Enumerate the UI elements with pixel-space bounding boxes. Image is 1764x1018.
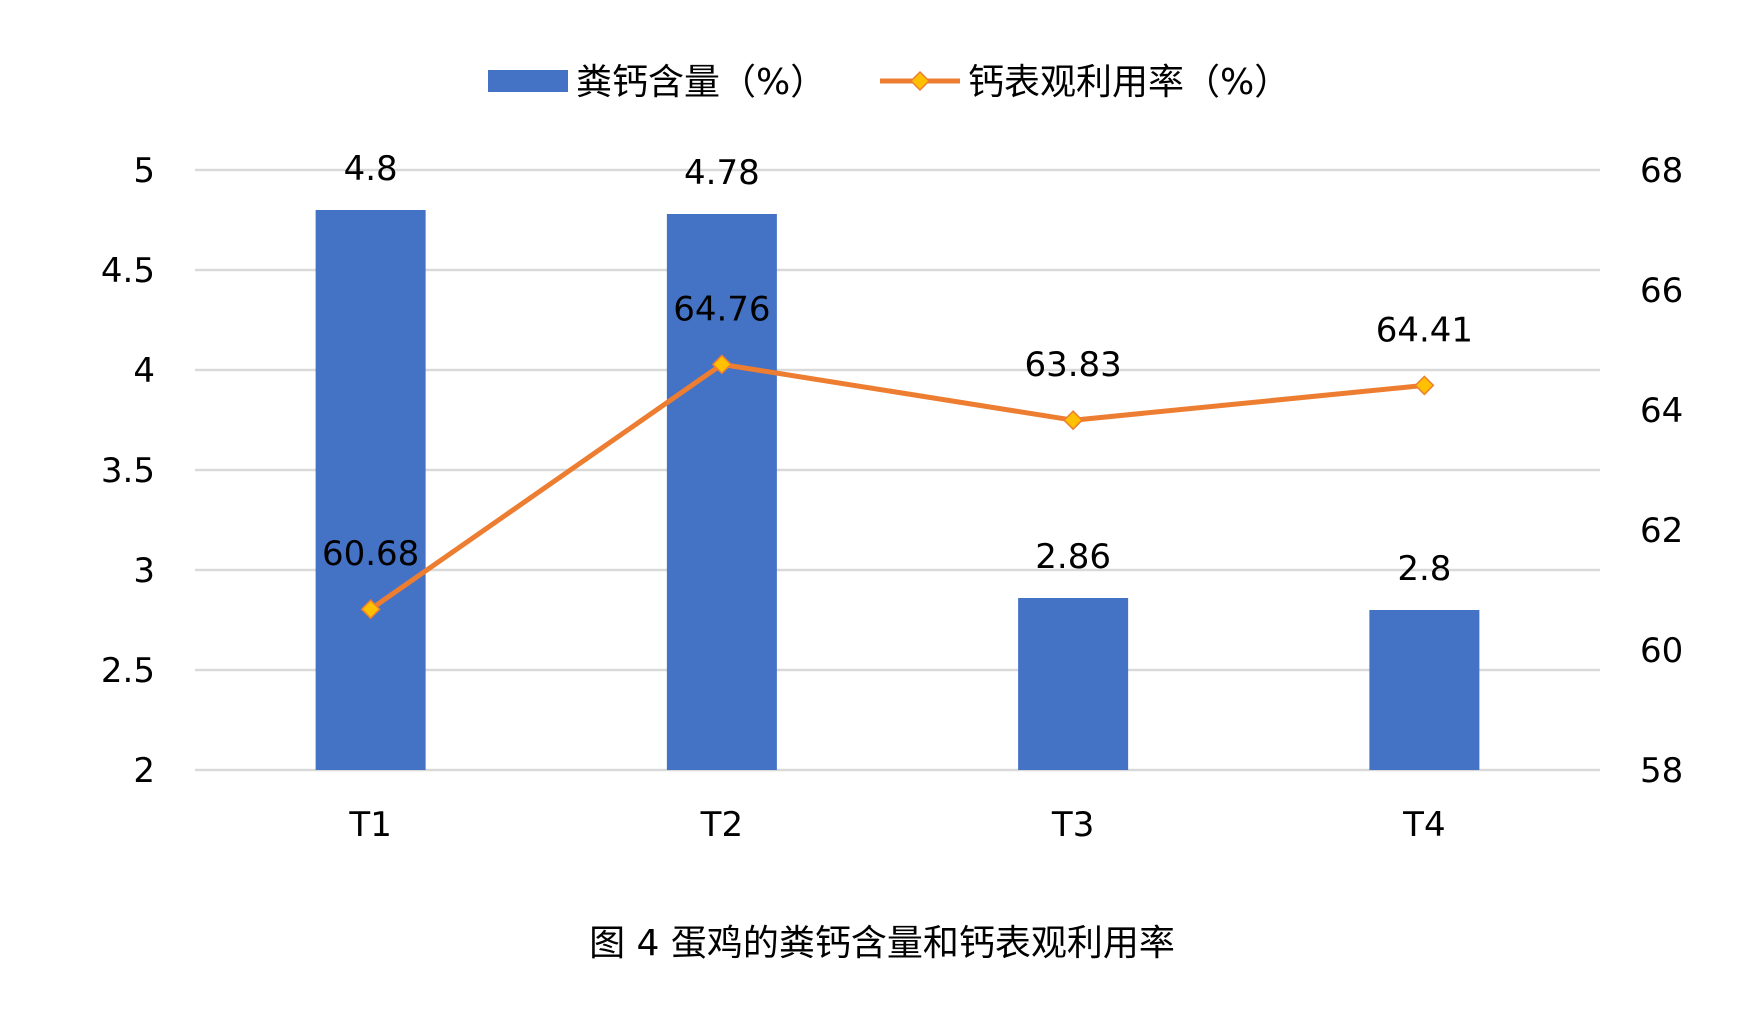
bar (1369, 610, 1480, 770)
line-point (360, 599, 381, 620)
y-left-tick-label: 2 (133, 751, 155, 791)
bar-data-label: 4.78 (684, 153, 760, 193)
x-tick-label: T3 (1051, 805, 1094, 845)
line-series: 60.68 64.76 63.83 64.41 (322, 289, 1473, 620)
y-left-tick-label: 5 (133, 151, 155, 191)
bar-data-label: 4.8 (344, 149, 398, 189)
y-axis-left: 2 2.5 3 3.5 4 4.5 5 (101, 151, 155, 791)
y-right-tick-label: 62 (1640, 511, 1683, 551)
legend: 粪钙含量（%） 钙表观利用率（%） (488, 62, 1290, 103)
x-tick-label: T4 (1402, 805, 1445, 845)
x-tick-label: T2 (700, 805, 743, 845)
y-right-tick-label: 68 (1640, 151, 1683, 191)
line-point (1414, 375, 1435, 396)
line-data-label: 64.41 (1376, 310, 1473, 350)
bar (1018, 598, 1129, 770)
legend-marker-diamond (909, 70, 931, 92)
y-right-tick-label: 66 (1640, 271, 1683, 311)
y-right-tick-label: 64 (1640, 391, 1683, 431)
legend-label-bar: 粪钙含量（%） (576, 62, 826, 103)
x-tick-label: T1 (348, 805, 391, 845)
y-right-tick-label: 60 (1640, 631, 1683, 671)
y-left-tick-label: 4.5 (101, 251, 155, 291)
x-axis: T1 T2 T3 T4 (348, 805, 1445, 845)
legend-swatch-bar (488, 70, 568, 92)
bar-series: 4.8 4.78 2.86 2.8 (315, 149, 1480, 770)
bar (315, 210, 426, 770)
bar-data-label: 2.86 (1035, 537, 1111, 577)
y-axis-right: 58 60 62 64 66 68 (1640, 151, 1683, 791)
bar-data-label: 2.8 (1397, 549, 1451, 589)
legend-label-line: 钙表观利用率（%） (968, 62, 1290, 103)
figure-caption: 图 4 蛋鸡的粪钙含量和钙表观利用率 (589, 923, 1175, 964)
line-point (1063, 410, 1084, 431)
series-line (369, 361, 1425, 612)
y-left-tick-label: 4 (133, 351, 155, 391)
line-point (711, 354, 732, 375)
y-left-tick-label: 3 (133, 551, 155, 591)
line-data-label: 64.76 (673, 289, 770, 329)
line-data-label: 60.68 (322, 534, 419, 574)
y-left-tick-label: 3.5 (101, 451, 155, 491)
line-data-label: 63.83 (1024, 345, 1121, 385)
y-right-tick-label: 58 (1640, 751, 1683, 791)
bar (666, 214, 777, 770)
y-left-tick-label: 2.5 (101, 651, 155, 691)
